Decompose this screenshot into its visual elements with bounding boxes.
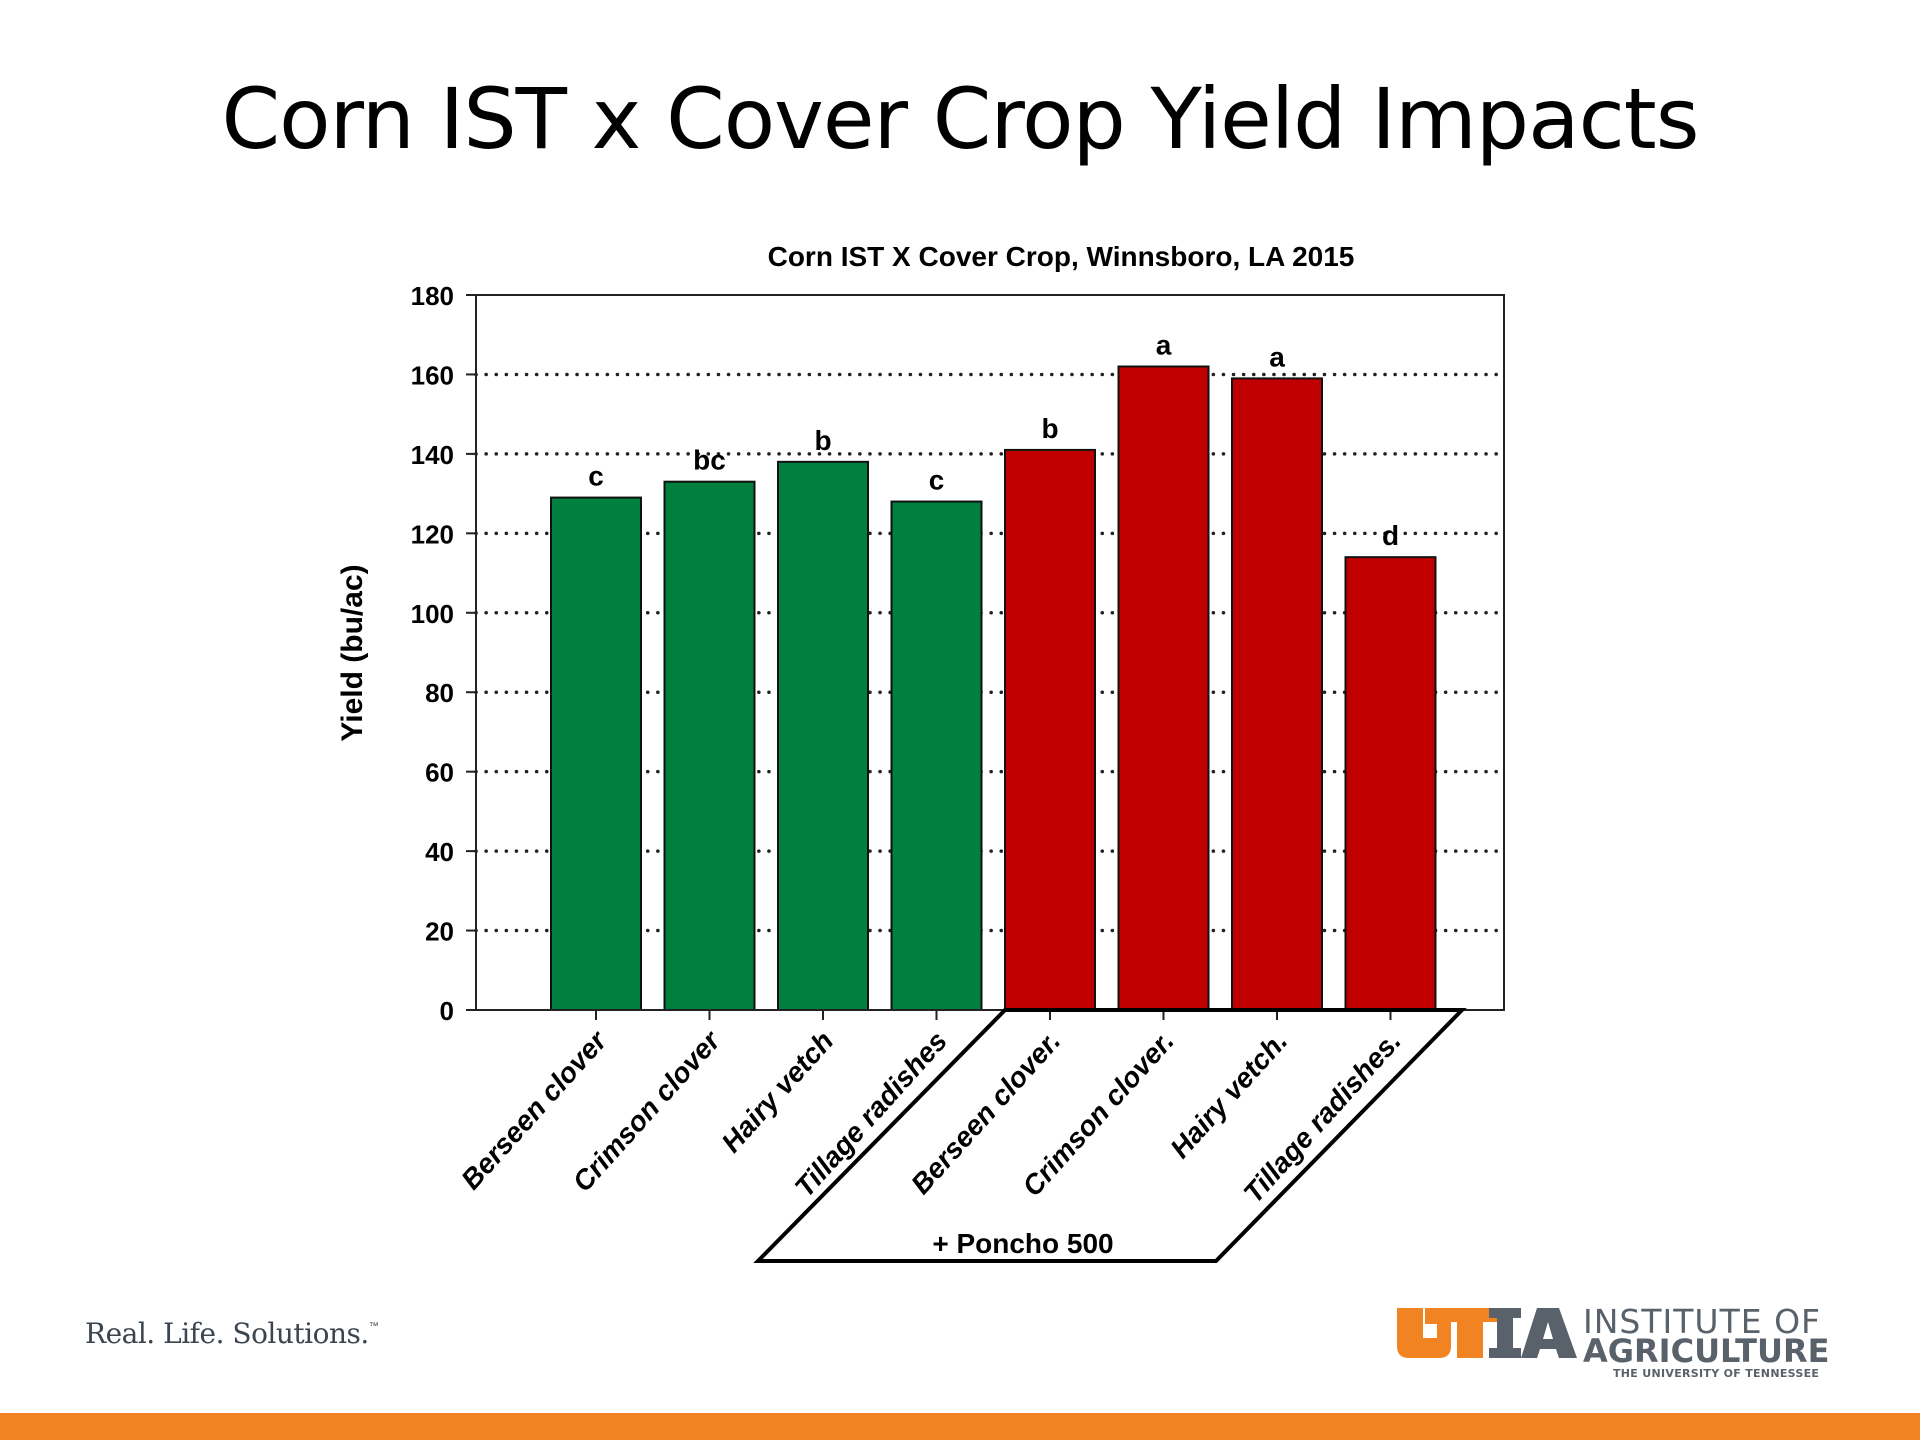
- significance-letter: c: [929, 465, 945, 496]
- bar-chart: Corn IST X Cover Crop, Winnsboro, LA 201…: [336, 241, 1506, 1263]
- significance-letter: d: [1382, 520, 1399, 551]
- significance-letter: bc: [693, 445, 726, 476]
- significance-letter: a: [1156, 330, 1172, 361]
- bar: [663, 480, 756, 1011]
- significance-letter: a: [1269, 341, 1285, 372]
- y-tick-label: 120: [411, 519, 454, 549]
- tagline: Real. Life. Solutions.™: [85, 1317, 379, 1350]
- bar: [1344, 556, 1437, 1012]
- bar: [777, 460, 869, 1012]
- significance-letter: c: [588, 461, 604, 492]
- x-tick-label: Hairy vetch.: [1164, 1025, 1293, 1164]
- significance-letter: b: [1041, 413, 1058, 444]
- logo-institute-of: INSTITUTE OF: [1583, 1302, 1822, 1341]
- logo-agriculture: AGRICULTURE: [1583, 1332, 1830, 1370]
- bar: [1117, 365, 1210, 1011]
- plot-frame: [475, 294, 1505, 1011]
- utia-logo-mark-icon: [1397, 1308, 1577, 1358]
- y-tick-label: 40: [425, 837, 454, 867]
- x-tick-label: Hairy vetch: [715, 1025, 839, 1158]
- bar: [1231, 377, 1323, 1011]
- y-tick-label: 80: [425, 678, 454, 708]
- bar: [890, 500, 983, 1011]
- y-tick-label: 100: [411, 599, 454, 629]
- y-tick-label: 60: [425, 758, 454, 788]
- poncho-group-label: + Poncho 500: [932, 1228, 1113, 1259]
- significance-letter: b: [814, 425, 831, 456]
- trademark-symbol: ™: [368, 1321, 379, 1332]
- chart-title: Corn IST X Cover Crop, Winnsboro, LA 201…: [768, 241, 1355, 272]
- y-axis-ticks: 0 20 40 60 80 100 120 140 160 180: [411, 281, 476, 1026]
- slide-title: Corn IST x Cover Crop Yield Impacts: [221, 70, 1700, 168]
- utia-logo: INSTITUTE OF AGRICULTURE THE UNIVERSITY …: [1397, 1298, 1837, 1380]
- bar: [1004, 448, 1096, 1011]
- y-tick-label: 140: [411, 440, 454, 470]
- y-tick-label: 180: [411, 281, 454, 311]
- y-tick-label: 160: [411, 360, 454, 390]
- y-tick-label: 0: [440, 996, 454, 1026]
- tagline-text: Real. Life. Solutions.: [85, 1317, 369, 1350]
- poncho-group-bracket: [753, 1008, 1467, 1263]
- logo-university: THE UNIVERSITY OF TENNESSEE: [1613, 1367, 1820, 1380]
- gridlines: [474, 372, 1506, 933]
- bar: [550, 496, 642, 1012]
- footer-band: [0, 1413, 1920, 1440]
- bars: [550, 365, 1437, 1012]
- y-tick-label: 20: [425, 917, 454, 947]
- y-axis-label: Yield (bu/ac): [336, 564, 369, 741]
